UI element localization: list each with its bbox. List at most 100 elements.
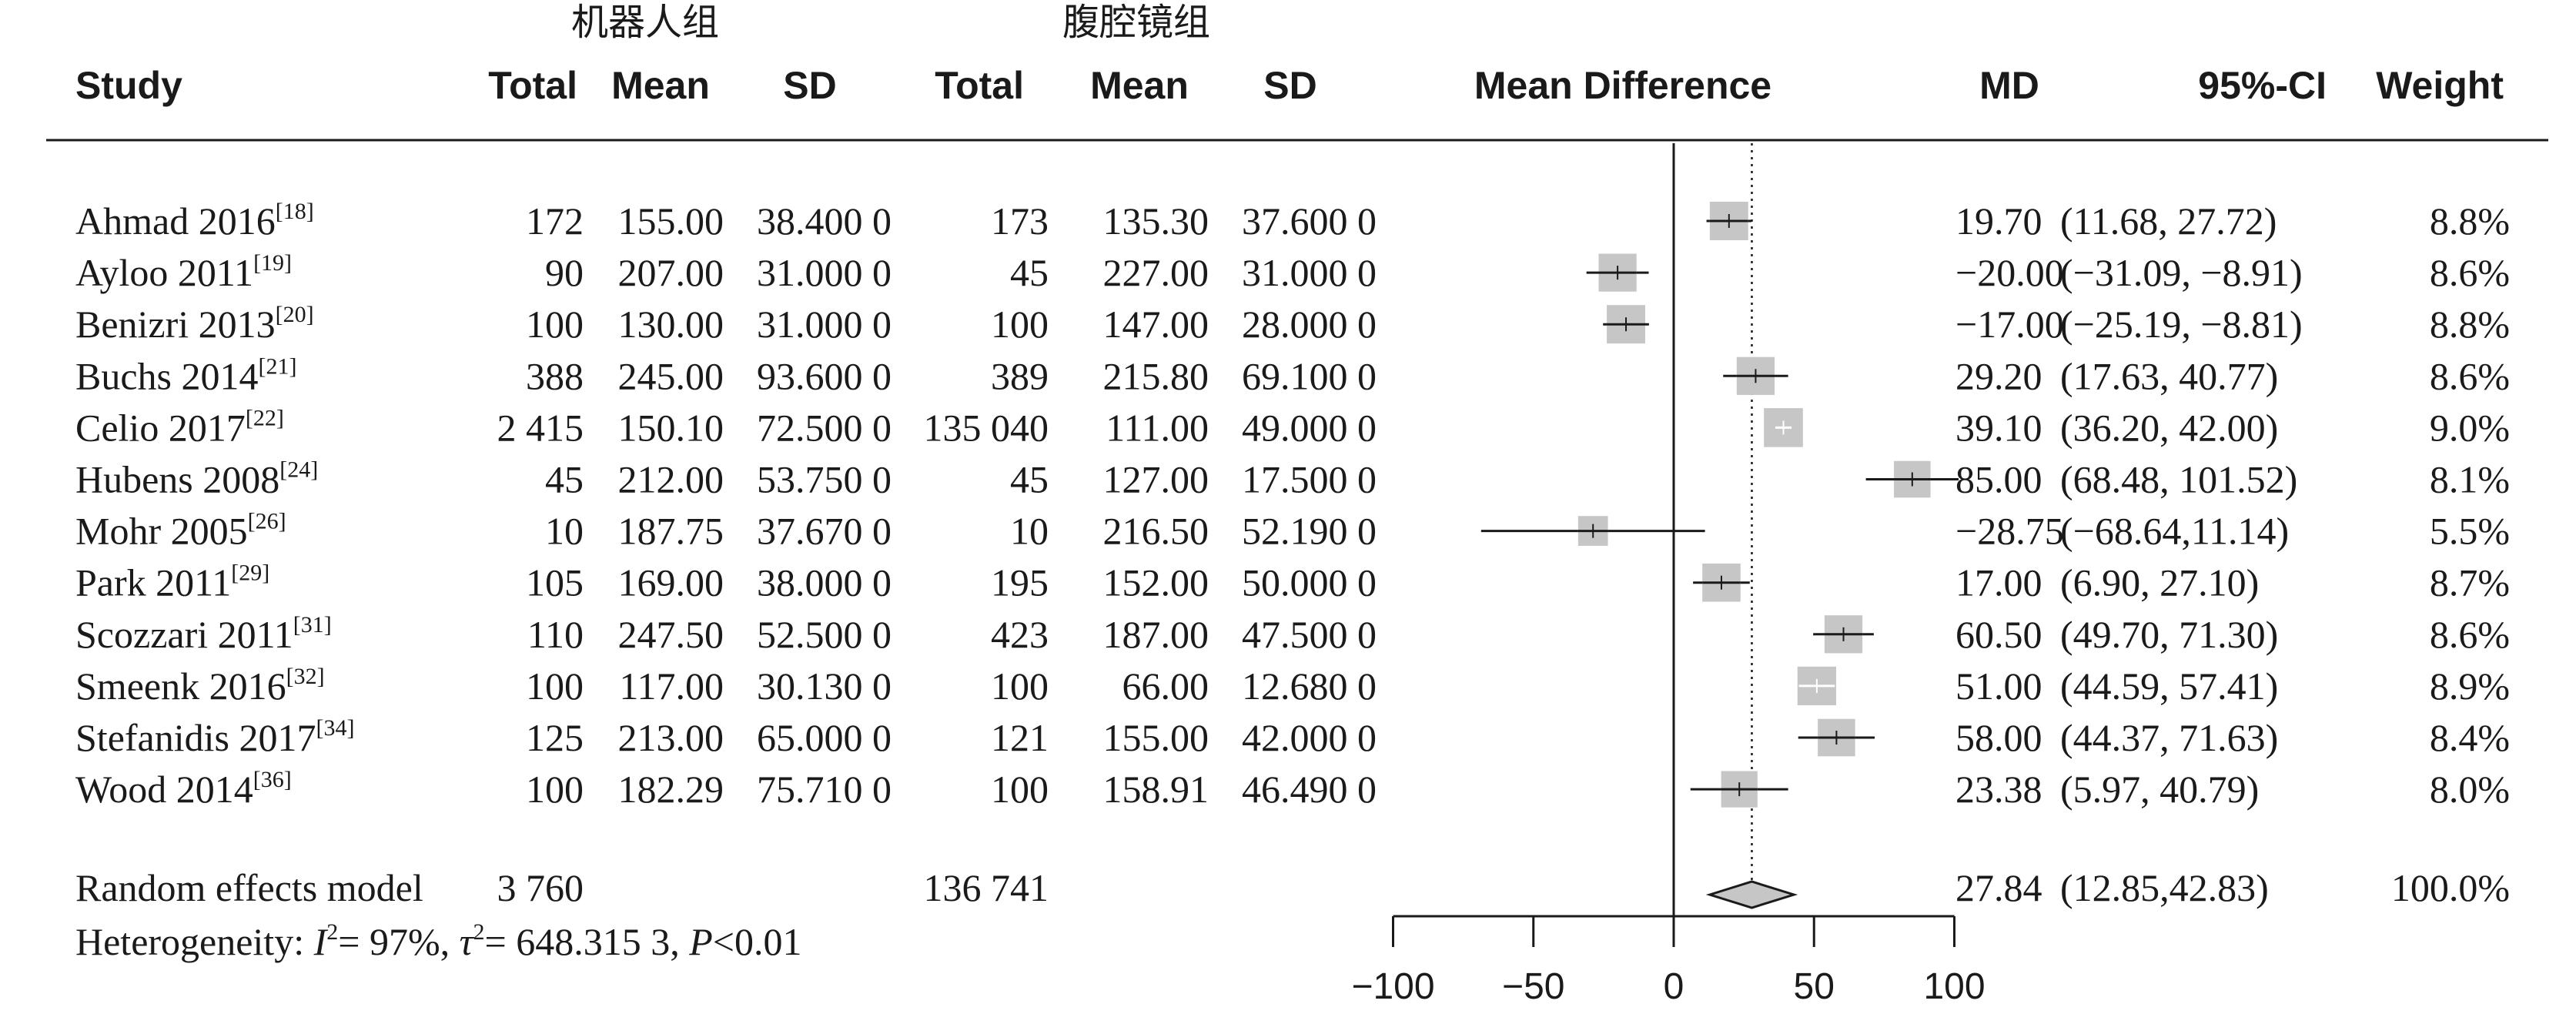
cell-total1: 100 — [526, 768, 584, 811]
cell-total1: 172 — [526, 199, 584, 243]
cell-md: −20.00 — [1955, 251, 2064, 294]
cell-total1: 388 — [526, 354, 584, 397]
col-header-study: Study — [75, 64, 182, 107]
cell-mean1: 182.29 — [618, 768, 724, 811]
cell-sd2: 37.600 0 — [1242, 199, 1377, 243]
cell-mean1: 187.75 — [618, 510, 724, 553]
cell-total2: 173 — [991, 199, 1049, 243]
study-label: Ayloo 2011 — [75, 251, 253, 294]
cell-mean1: 169.00 — [618, 561, 724, 604]
cell-md: 23.38 — [1955, 768, 2042, 811]
col-header-sd1: SD — [783, 64, 836, 107]
cell-mean2: 147.00 — [1103, 303, 1209, 346]
cell-total1: 100 — [526, 303, 584, 346]
cell-weight: 8.8% — [2430, 199, 2510, 243]
cell-mean1: 155.00 — [618, 199, 724, 243]
cell-total2: 121 — [991, 716, 1049, 759]
study-label: Wood 2014 — [75, 768, 253, 811]
cell-md: −28.75 — [1955, 510, 2064, 553]
cell-weight: 9.0% — [2430, 406, 2510, 449]
cell-total2: 100 — [991, 768, 1049, 811]
table-row: Park 2011[29] 105 169.00 38.000 0 195 152.00 5… — [75, 561, 2510, 604]
study-name: Ayloo 2011[19] — [75, 250, 292, 294]
cell-sd1: 93.600 0 — [757, 354, 892, 397]
cell-sd2: 42.000 0 — [1242, 716, 1377, 759]
cell-total2: 423 — [991, 613, 1049, 656]
cell-sd1: 65.000 0 — [757, 716, 892, 759]
cell-ci: (6.90, 27.10) — [2060, 561, 2259, 604]
cell-mean1: 207.00 — [618, 251, 724, 294]
study-label: Ahmad 2016 — [75, 199, 276, 243]
cell-weight: 5.5% — [2430, 510, 2510, 553]
cell-mean2: 215.80 — [1103, 354, 1209, 397]
study-label: Scozzari 2011 — [75, 613, 293, 656]
cell-total2: 135 040 — [924, 406, 1049, 449]
cell-sd2: 49.000 0 — [1242, 406, 1377, 449]
x-axis: −100 −50 0 50 100 — [1351, 915, 1986, 1007]
pooled-weight: 100.0% — [2391, 866, 2510, 909]
cell-md: 85.00 — [1955, 458, 2042, 501]
study-label: Smeenk 2016 — [75, 664, 286, 708]
cell-md: 19.70 — [1955, 199, 2042, 243]
col-header-md: MD — [1979, 64, 2039, 107]
table-row: Buchs 2014[21] 388 245.00 93.600 0 389 215.80… — [75, 353, 2510, 397]
col-header-mean-difference: Mean Difference — [1474, 64, 1771, 107]
col-header-ci: 95%-CI — [2198, 64, 2327, 107]
study-reference: [21] — [259, 353, 297, 379]
cell-md: −17.00 — [1955, 303, 2064, 346]
pooled-total1: 3 760 — [497, 866, 584, 909]
cell-ci: (−31.09, −8.91) — [2060, 251, 2303, 294]
study-name: Park 2011[29] — [75, 561, 269, 604]
cell-total1: 2 415 — [497, 406, 584, 449]
cell-sd2: 47.500 0 — [1242, 613, 1377, 656]
cell-mean1: 245.00 — [618, 354, 724, 397]
cell-ci: (11.68, 27.72) — [2060, 199, 2277, 243]
study-reference: [24] — [279, 457, 318, 483]
study-name: Buchs 2014[21] — [75, 353, 296, 397]
cell-ci: (44.59, 57.41) — [2060, 664, 2278, 708]
plot-marks — [1480, 143, 1959, 932]
group-header-robot: 机器人组 — [571, 1, 719, 44]
cell-mean2: 158.91 — [1103, 768, 1209, 811]
cell-total2: 45 — [1010, 251, 1049, 294]
cell-md: 60.50 — [1955, 613, 2042, 656]
cell-total2: 45 — [1010, 458, 1049, 501]
table-row: Stefanidis 2017[34] 125 213.00 65.000 0 121 1… — [75, 715, 2510, 759]
study-name: Wood 2014[36] — [75, 767, 292, 811]
study-label: Celio 2017 — [75, 406, 246, 449]
cell-total1: 100 — [526, 664, 584, 708]
cell-ci: (44.37, 71.63) — [2060, 716, 2278, 759]
cell-sd1: 72.500 0 — [757, 406, 892, 449]
study-name: Smeenk 2016[32] — [75, 664, 325, 708]
cell-sd1: 31.000 0 — [757, 251, 892, 294]
study-name: Hubens 2008[24] — [75, 457, 318, 501]
study-label: Benizri 2013 — [75, 303, 276, 346]
pooled-md: 27.84 — [1955, 866, 2042, 909]
cell-weight: 8.6% — [2430, 354, 2510, 397]
study-reference: [29] — [231, 561, 269, 586]
cell-weight: 8.7% — [2430, 561, 2510, 604]
cell-mean2: 152.00 — [1103, 561, 1209, 604]
pooled-total2: 136 741 — [924, 866, 1049, 909]
x-tick-label: 100 — [1923, 966, 1985, 1007]
cell-ci: (49.70, 71.30) — [2060, 613, 2278, 656]
table-row: Ayloo 2011[19] 90 207.00 31.000 0 45 227.00 31… — [75, 250, 2510, 294]
cell-total2: 10 — [1010, 510, 1049, 553]
col-header-mean2: Mean — [1090, 64, 1189, 107]
cell-weight: 8.0% — [2430, 768, 2510, 811]
col-header-weight: Weight — [2376, 64, 2504, 107]
table-row: Ahmad 2016[18] 172 155.00 38.400 0 173 135.30… — [75, 199, 2510, 243]
cell-mean2: 111.00 — [1106, 406, 1209, 449]
table-row: Benizri 2013[20] 100 130.00 31.000 0 100 147.… — [75, 302, 2510, 346]
study-name: Ahmad 2016[18] — [75, 199, 314, 243]
study-name: Celio 2017[22] — [75, 405, 284, 449]
cell-sd1: 75.710 0 — [757, 768, 892, 811]
cell-mean1: 212.00 — [618, 458, 724, 501]
study-name: Scozzari 2011[31] — [75, 612, 332, 656]
cell-mean2: 187.00 — [1103, 613, 1209, 656]
cell-sd1: 30.130 0 — [757, 664, 892, 708]
cell-sd1: 52.500 0 — [757, 613, 892, 656]
cell-sd1: 38.400 0 — [757, 199, 892, 243]
cell-ci: (−68.64,11.14) — [2060, 510, 2289, 553]
